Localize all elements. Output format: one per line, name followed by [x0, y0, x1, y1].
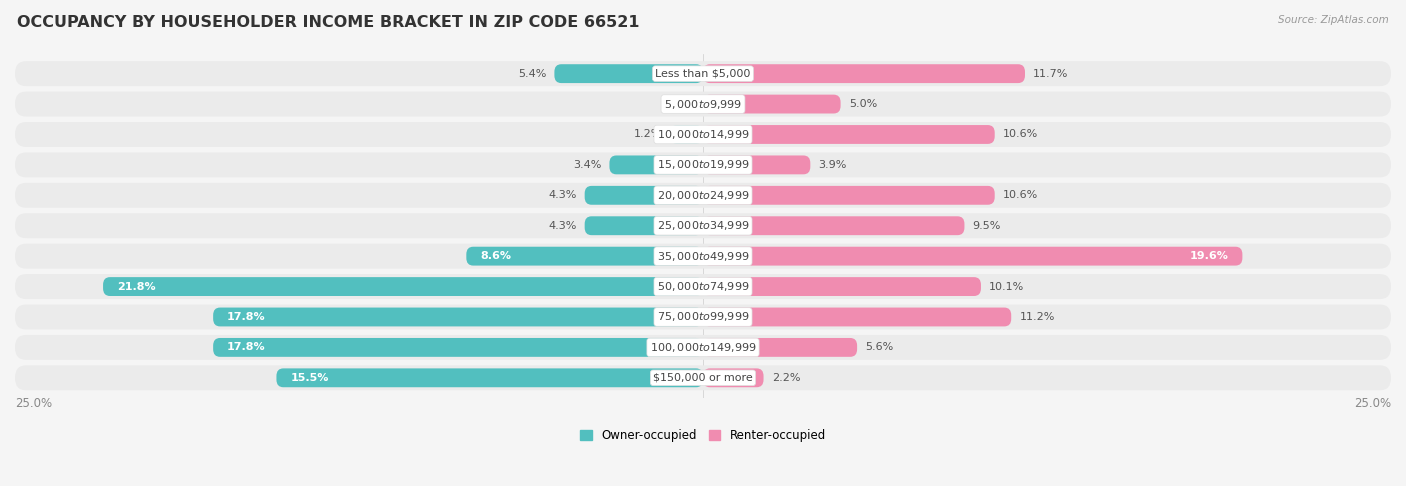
Text: 17.8%: 17.8% [226, 343, 266, 352]
FancyBboxPatch shape [585, 216, 703, 235]
Text: Source: ZipAtlas.com: Source: ZipAtlas.com [1278, 15, 1389, 25]
Text: $15,000 to $19,999: $15,000 to $19,999 [657, 158, 749, 172]
Text: 10.1%: 10.1% [990, 281, 1025, 292]
Text: $50,000 to $74,999: $50,000 to $74,999 [657, 280, 749, 293]
Text: $75,000 to $99,999: $75,000 to $99,999 [657, 311, 749, 324]
FancyBboxPatch shape [15, 305, 1391, 330]
FancyBboxPatch shape [703, 156, 810, 174]
Text: 2.2%: 2.2% [772, 373, 800, 383]
FancyBboxPatch shape [15, 183, 1391, 208]
FancyBboxPatch shape [15, 122, 1391, 147]
Text: $5,000 to $9,999: $5,000 to $9,999 [664, 98, 742, 111]
Text: 21.8%: 21.8% [117, 281, 156, 292]
FancyBboxPatch shape [703, 308, 1011, 327]
Text: 5.4%: 5.4% [517, 69, 546, 79]
Text: 25.0%: 25.0% [1354, 397, 1391, 410]
Text: $150,000 or more: $150,000 or more [654, 373, 752, 383]
Text: $35,000 to $49,999: $35,000 to $49,999 [657, 250, 749, 262]
FancyBboxPatch shape [467, 247, 703, 265]
Text: 8.6%: 8.6% [479, 251, 512, 261]
FancyBboxPatch shape [554, 64, 703, 83]
Text: 9.5%: 9.5% [973, 221, 1001, 231]
FancyBboxPatch shape [703, 95, 841, 114]
Text: OCCUPANCY BY HOUSEHOLDER INCOME BRACKET IN ZIP CODE 66521: OCCUPANCY BY HOUSEHOLDER INCOME BRACKET … [17, 15, 640, 30]
FancyBboxPatch shape [103, 277, 703, 296]
FancyBboxPatch shape [214, 338, 703, 357]
FancyBboxPatch shape [609, 156, 703, 174]
Text: $10,000 to $14,999: $10,000 to $14,999 [657, 128, 749, 141]
Text: 4.3%: 4.3% [548, 221, 576, 231]
FancyBboxPatch shape [703, 368, 763, 387]
FancyBboxPatch shape [15, 274, 1391, 299]
FancyBboxPatch shape [703, 277, 981, 296]
Text: $100,000 to $149,999: $100,000 to $149,999 [650, 341, 756, 354]
Text: 11.7%: 11.7% [1033, 69, 1069, 79]
Text: $25,000 to $34,999: $25,000 to $34,999 [657, 219, 749, 232]
Text: 10.6%: 10.6% [1002, 129, 1038, 139]
FancyBboxPatch shape [703, 186, 994, 205]
Text: 25.0%: 25.0% [15, 397, 52, 410]
Text: 4.3%: 4.3% [548, 191, 576, 200]
FancyBboxPatch shape [15, 213, 1391, 238]
Text: 3.4%: 3.4% [572, 160, 602, 170]
Legend: Owner-occupied, Renter-occupied: Owner-occupied, Renter-occupied [575, 424, 831, 447]
Text: Less than $5,000: Less than $5,000 [655, 69, 751, 79]
FancyBboxPatch shape [703, 125, 994, 144]
FancyBboxPatch shape [15, 335, 1391, 360]
FancyBboxPatch shape [703, 216, 965, 235]
FancyBboxPatch shape [703, 64, 1025, 83]
FancyBboxPatch shape [15, 365, 1391, 390]
Text: 5.6%: 5.6% [865, 343, 894, 352]
FancyBboxPatch shape [15, 91, 1391, 117]
FancyBboxPatch shape [15, 61, 1391, 86]
Text: 1.2%: 1.2% [633, 129, 662, 139]
Text: 11.2%: 11.2% [1019, 312, 1054, 322]
Text: 19.6%: 19.6% [1189, 251, 1229, 261]
Text: 0.0%: 0.0% [666, 99, 695, 109]
FancyBboxPatch shape [703, 338, 858, 357]
Text: 15.5%: 15.5% [290, 373, 329, 383]
FancyBboxPatch shape [15, 243, 1391, 269]
FancyBboxPatch shape [671, 125, 703, 144]
Text: 3.9%: 3.9% [818, 160, 846, 170]
FancyBboxPatch shape [585, 186, 703, 205]
FancyBboxPatch shape [214, 308, 703, 327]
Text: 10.6%: 10.6% [1002, 191, 1038, 200]
FancyBboxPatch shape [15, 153, 1391, 177]
FancyBboxPatch shape [703, 247, 1243, 265]
Text: $20,000 to $24,999: $20,000 to $24,999 [657, 189, 749, 202]
Text: 17.8%: 17.8% [226, 312, 266, 322]
Text: 5.0%: 5.0% [849, 99, 877, 109]
FancyBboxPatch shape [277, 368, 703, 387]
